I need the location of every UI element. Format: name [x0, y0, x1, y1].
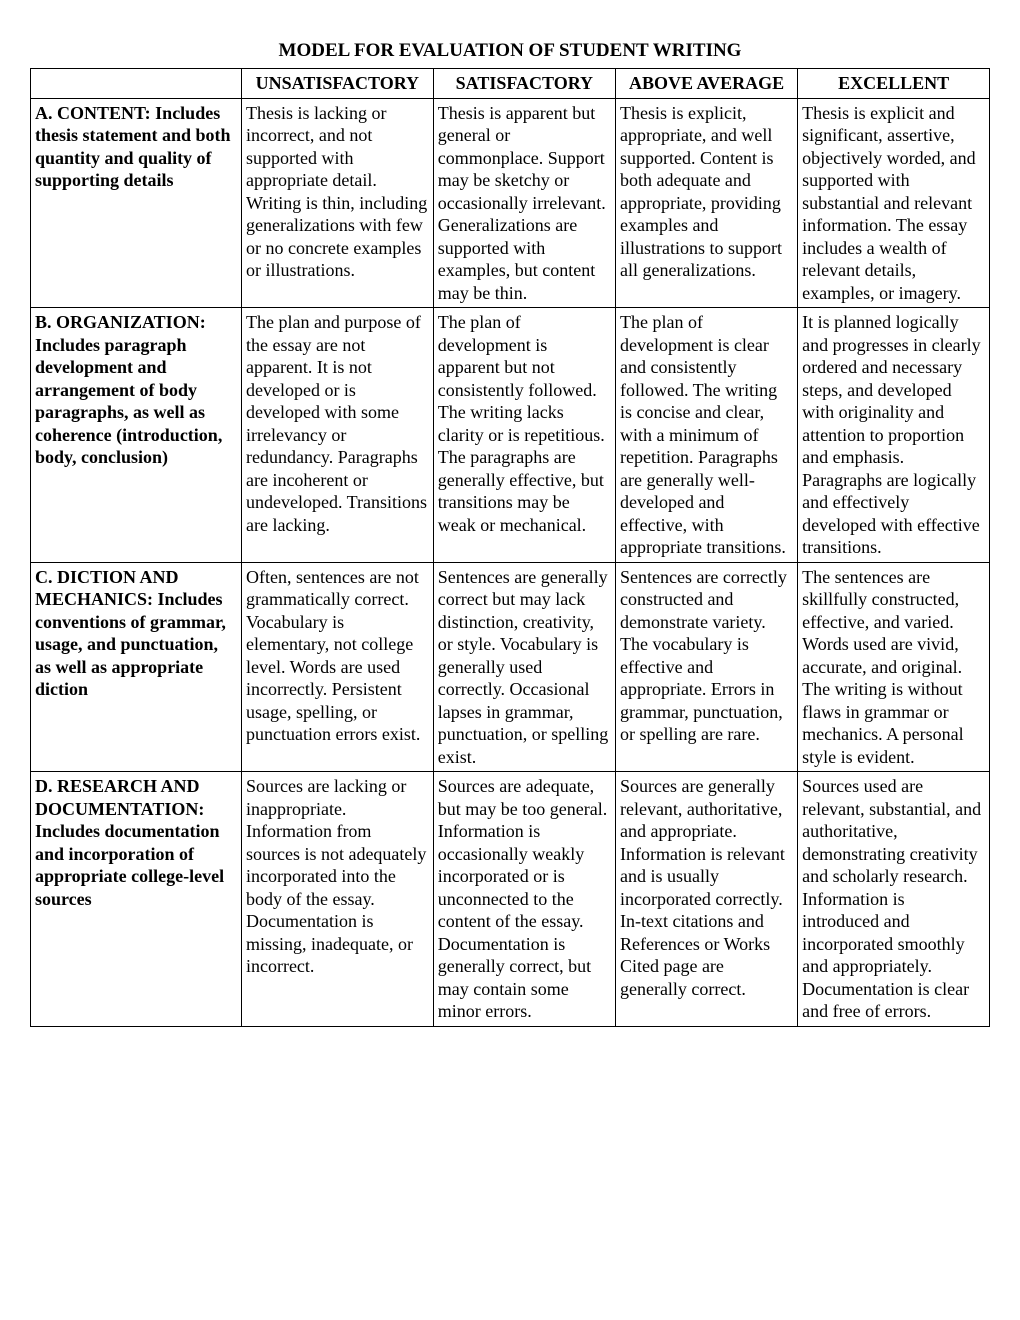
cell-unsatisfactory: The plan and purpose of the essay are no… — [241, 308, 433, 563]
header-excellent: EXCELLENT — [798, 69, 990, 99]
cell-excellent: It is planned logically and progresses i… — [798, 308, 990, 563]
cell-above: Thesis is explicit, appropriate, and wel… — [615, 98, 797, 308]
criteria-cell: A. CONTENT: Includes thesis statement an… — [31, 98, 242, 308]
table-row: B. ORGANIZATION: Includes paragraph deve… — [31, 308, 990, 563]
cell-above: The plan of development is clear and con… — [615, 308, 797, 563]
criteria-cell: D. RESEARCH AND DOCUMENTATION: Includes … — [31, 772, 242, 1027]
cell-unsatisfactory: Thesis is lacking or incorrect, and not … — [241, 98, 433, 308]
cell-satisfactory: Thesis is apparent but general or common… — [433, 98, 615, 308]
criteria-cell: B. ORGANIZATION: Includes paragraph deve… — [31, 308, 242, 563]
header-unsatisfactory: UNSATISFACTORY — [241, 69, 433, 99]
page-title: MODEL FOR EVALUATION OF STUDENT WRITING — [30, 40, 990, 62]
cell-satisfactory: Sources are adequate, but may be too gen… — [433, 772, 615, 1027]
header-row: UNSATISFACTORY SATISFACTORY ABOVE AVERAG… — [31, 69, 990, 99]
criteria-cell: C. DICTION AND MECHANICS: Includes conve… — [31, 562, 242, 772]
cell-above: Sources are generally relevant, authorit… — [615, 772, 797, 1027]
cell-satisfactory: The plan of development is apparent but … — [433, 308, 615, 563]
table-row: D. RESEARCH AND DOCUMENTATION: Includes … — [31, 772, 990, 1027]
cell-unsatisfactory: Sources are lacking or inappropriate. In… — [241, 772, 433, 1027]
cell-excellent: Thesis is explicit and significant, asse… — [798, 98, 990, 308]
header-satisfactory: SATISFACTORY — [433, 69, 615, 99]
cell-above: Sentences are correctly constructed and … — [615, 562, 797, 772]
cell-excellent: The sentences are skillfully constructed… — [798, 562, 990, 772]
cell-unsatisfactory: Often, sentences are not grammatically c… — [241, 562, 433, 772]
header-above-average: ABOVE AVERAGE — [615, 69, 797, 99]
cell-satisfactory: Sentences are generally correct but may … — [433, 562, 615, 772]
header-blank — [31, 69, 242, 99]
table-row: A. CONTENT: Includes thesis statement an… — [31, 98, 990, 308]
rubric-table: UNSATISFACTORY SATISFACTORY ABOVE AVERAG… — [30, 68, 990, 1027]
cell-excellent: Sources used are relevant, substantial, … — [798, 772, 990, 1027]
table-row: C. DICTION AND MECHANICS: Includes conve… — [31, 562, 990, 772]
